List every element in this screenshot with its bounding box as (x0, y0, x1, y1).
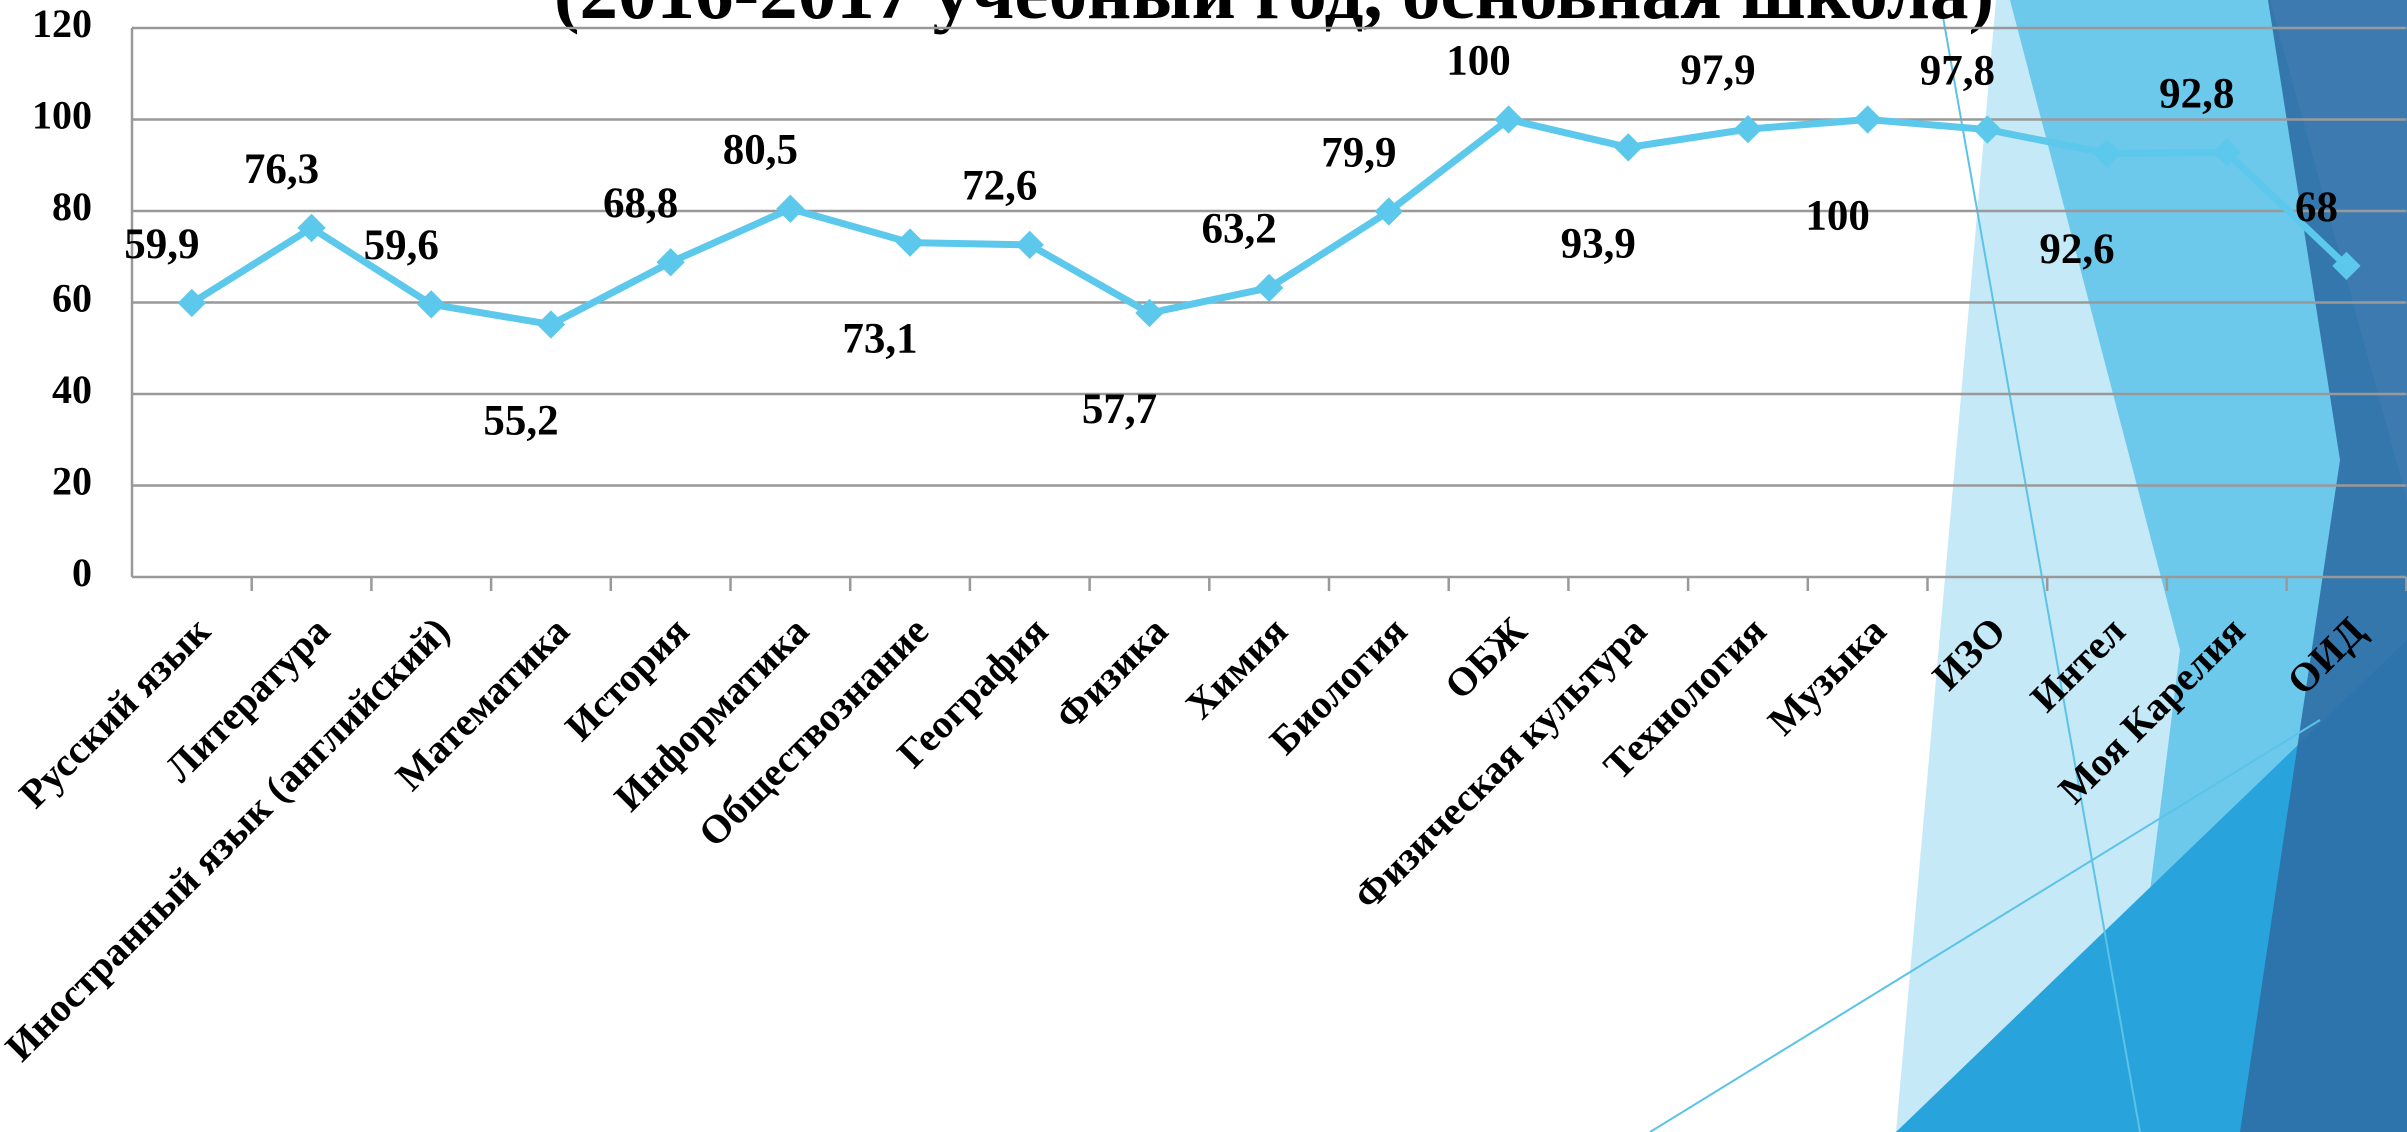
value-label: 92,6 (2039, 226, 2114, 273)
x-tick-label: Иностранный язык (английский) (0, 608, 458, 1070)
value-label: 79,9 (1321, 129, 1396, 176)
y-tick-label: 80 (52, 184, 92, 229)
y-tick-label: 100 (32, 93, 92, 138)
marker (896, 228, 924, 256)
chart-title: (2016-2017 учебный год, основная школа) (554, 0, 1994, 35)
value-label: 92,8 (2159, 70, 2234, 117)
marker (1614, 133, 1642, 161)
value-label: 73,1 (842, 315, 917, 362)
marker (537, 310, 565, 338)
y-tick-label: 60 (52, 276, 92, 321)
x-tick-label: ОБЖ (1436, 608, 1536, 708)
value-label: 59,9 (124, 221, 199, 268)
value-label: 100 (1805, 192, 1870, 239)
y-tick-label: 0 (72, 550, 92, 595)
value-label: 76,3 (244, 146, 319, 193)
y-tick-label: 40 (52, 367, 92, 412)
x-tick-label: Физика (1046, 608, 1176, 738)
marker (1016, 231, 1044, 259)
y-tick-label: 120 (32, 1, 92, 46)
marker (657, 248, 685, 276)
value-label: 72,6 (962, 163, 1037, 210)
marker (1854, 105, 1882, 133)
value-label: 55,2 (483, 397, 558, 444)
marker (776, 195, 804, 223)
value-label: 63,2 (1202, 206, 1277, 253)
decoration (1650, 0, 2407, 1132)
value-label: 59,6 (364, 222, 439, 269)
value-label: 68,8 (603, 180, 678, 227)
value-label: 97,8 (1920, 47, 1995, 94)
value-label: 97,9 (1680, 47, 1755, 94)
value-label: 100 (1446, 37, 1511, 84)
value-label: 93,9 (1561, 220, 1636, 267)
slide: (2016-2017 учебный год, основная школа) … (0, 0, 2407, 1132)
value-label: 57,7 (1082, 386, 1157, 433)
x-tick-label: Химия (1177, 608, 1296, 727)
y-tick-label: 20 (52, 459, 92, 504)
x-tick-label: Музыка (1759, 608, 1895, 744)
value-label: 80,5 (723, 127, 798, 174)
value-label: 68 (2295, 184, 2338, 231)
